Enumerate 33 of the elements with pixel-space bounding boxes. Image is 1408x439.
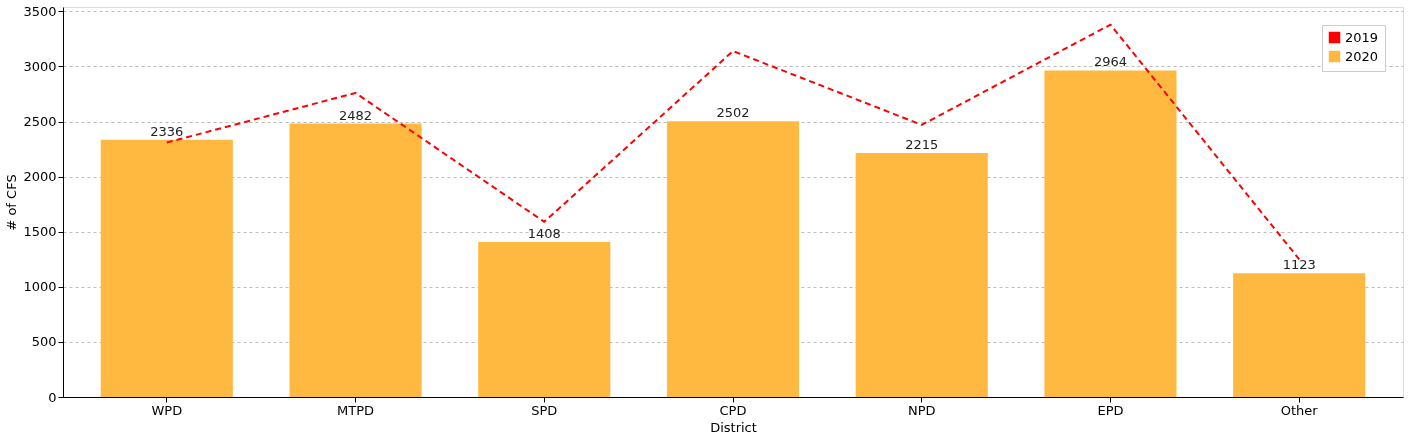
legend-label: 2020 (1345, 48, 1379, 64)
data-label: 2215 (905, 136, 939, 152)
y-tick-label: 2500 (23, 114, 57, 130)
data-label: 2502 (716, 105, 750, 121)
y-axis-title: # of CFS (4, 174, 20, 231)
x-tick-label: SPD (531, 402, 558, 418)
legend-label: 2019 (1345, 29, 1379, 45)
data-label: 2336 (150, 123, 184, 139)
bar (289, 123, 422, 397)
y-tick-label: 1000 (23, 279, 57, 295)
data-label: 1408 (527, 225, 561, 241)
data-label: 2482 (338, 107, 373, 123)
y-tick-label: 1500 (23, 224, 57, 240)
y-tick-label: 2000 (23, 169, 57, 185)
y-tick-label: 0 (48, 389, 57, 405)
bar (666, 121, 800, 397)
data-label: 2964 (1093, 54, 1128, 70)
bar (478, 241, 611, 397)
bar (855, 152, 988, 397)
y-tick-label: 3500 (23, 3, 57, 19)
x-tick-label: EPD (1097, 402, 1124, 418)
x-tick-label: NPD (907, 402, 936, 418)
x-axis-title: District (710, 419, 757, 435)
x-tick-label: Other (1280, 402, 1319, 418)
x-tick-label: WPD (151, 402, 183, 418)
bar (1233, 273, 1366, 397)
data-label: 1123 (1282, 257, 1316, 273)
x-tick-label: CPD (719, 402, 747, 418)
bar (100, 139, 233, 397)
y-tick-label: 3000 (23, 58, 57, 74)
bar (1044, 70, 1177, 397)
x-tick-label: MTPD (337, 402, 375, 418)
y-tick-label: 500 (31, 334, 57, 350)
